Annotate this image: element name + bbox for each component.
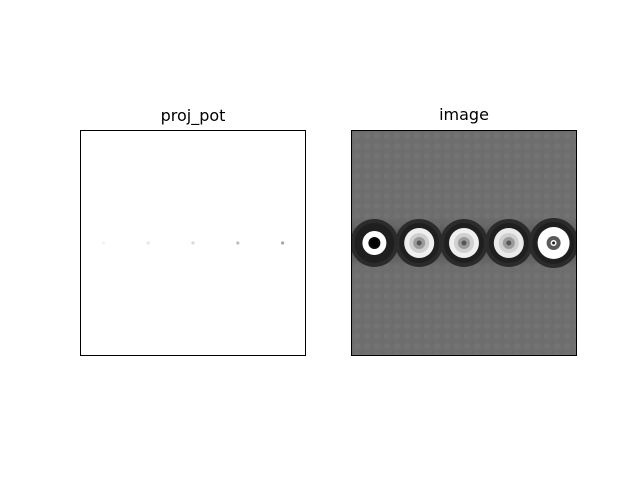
atom-image-2 bbox=[395, 219, 444, 267]
atom-dot-4 bbox=[236, 241, 240, 245]
heatmap-proj-pot bbox=[80, 130, 306, 356]
atom-dot-2 bbox=[146, 241, 150, 245]
atom-image-1 bbox=[352, 219, 399, 267]
atom-image-3 bbox=[440, 219, 488, 267]
atom-image-4 bbox=[484, 219, 533, 267]
proj-pot-plot-area bbox=[81, 131, 305, 355]
image-plot-area bbox=[352, 131, 576, 355]
panel-title-image: image bbox=[439, 105, 489, 124]
heatmap-image bbox=[351, 130, 577, 356]
panel-title-proj-pot: proj_pot bbox=[160, 106, 226, 125]
atom-dot-5 bbox=[281, 241, 285, 245]
atom-dot-3 bbox=[191, 241, 195, 245]
atom-image-5 bbox=[528, 218, 576, 268]
atom-dot-1 bbox=[101, 241, 105, 245]
